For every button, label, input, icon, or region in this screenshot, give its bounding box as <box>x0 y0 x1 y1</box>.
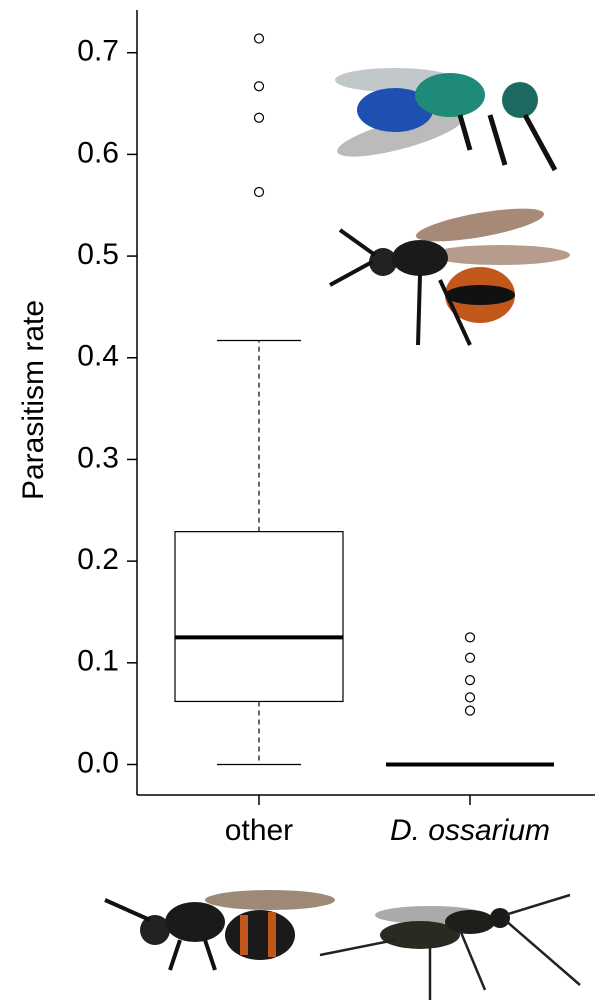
x-tick-label: D. ossarium <box>390 814 550 847</box>
outlier <box>255 34 264 43</box>
y-tick-label: 0.4 <box>77 340 119 373</box>
y-tick-label: 0.7 <box>77 35 119 68</box>
x-tick-label: other <box>225 814 293 847</box>
outlier <box>466 633 475 642</box>
outlier <box>255 82 264 91</box>
y-tick-label: 0.5 <box>77 238 119 271</box>
box <box>175 532 343 702</box>
outlier <box>466 706 475 715</box>
outlier <box>466 676 475 685</box>
outlier <box>255 188 264 197</box>
wasp-cuckoo <box>334 68 555 170</box>
y-tick-label: 0.0 <box>77 746 119 779</box>
y-tick-label: 0.2 <box>77 543 119 576</box>
chart: Parasitism rate 0.0 0.1 0.2 0.3 0.4 0.5 0.6 0.7… <box>0 0 595 1002</box>
y-axis-label: Parasitism rate <box>17 300 50 500</box>
y-tick-label: 0.6 <box>77 136 119 169</box>
outlier <box>466 693 475 702</box>
wasp-spider <box>320 895 580 1000</box>
outlier <box>466 653 475 662</box>
y-tick-label: 0.1 <box>77 645 119 678</box>
outlier <box>255 113 264 122</box>
wasp-potter <box>330 202 570 345</box>
y-tick-label: 0.3 <box>77 441 119 474</box>
wasp-vespid <box>105 890 335 970</box>
